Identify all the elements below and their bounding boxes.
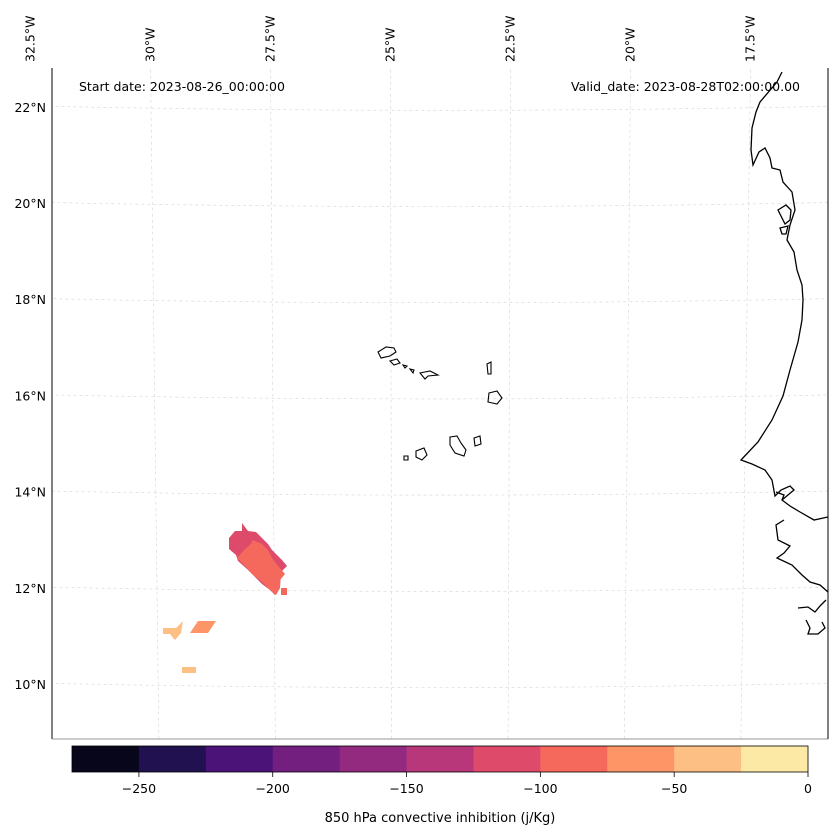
island-santa-luzia: [401, 364, 409, 369]
parallel-line: [52, 586, 828, 592]
meridian-line: [390, 68, 392, 739]
coastline-africa: [739, 71, 828, 635]
colorbar-segment: [339, 746, 408, 772]
colorbar-segment: [205, 746, 274, 772]
latitude-label: 14°N: [14, 485, 46, 500]
longitude-label: 20°W: [623, 27, 638, 62]
meridian-line: [150, 68, 160, 739]
meridian-line: [740, 68, 751, 739]
longitude-label: 32.5°W: [23, 16, 38, 62]
colorbar-segment: [540, 746, 608, 772]
latitude-label: 16°N: [14, 388, 46, 403]
colorbar-tick-label: −200: [256, 781, 290, 796]
latitude-label: 20°N: [14, 196, 46, 211]
island-maio: [473, 435, 482, 447]
longitude-labels: 32.5°W 30°W 27.5°W 25°W 22.5°W 20°W 17.5°W: [23, 16, 758, 62]
latitude-label: 18°N: [14, 292, 46, 307]
map-background: [52, 68, 828, 739]
colorbar-ticks: −250 −200 −150 −100 −50 0: [122, 772, 812, 796]
colorbar-tick-label: −100: [523, 781, 557, 796]
parallel-line: [52, 394, 828, 400]
latitude-labels: 22°N 20°N 18°N 16°N 14°N 12°N 10°N: [14, 100, 46, 692]
colorbar-tick-label: −250: [122, 781, 156, 796]
island-sao-nicolau-main: [418, 370, 440, 380]
colorbar-segment: [72, 746, 140, 772]
cin-patch-small-a: [281, 588, 287, 595]
island-sao-vicente: [388, 358, 401, 366]
cin-patch-minus50-to-minus25-b: [182, 667, 196, 673]
cin-patch-minus75-to-minus50: [190, 621, 216, 633]
parallel-line: [52, 490, 828, 496]
cape-verde-islands: [377, 346, 503, 461]
colorbar-segments: [72, 746, 809, 772]
colorbar-segment: [674, 746, 742, 772]
colorbar-tick-label: −50: [661, 781, 687, 796]
island-brava: [403, 455, 409, 461]
longitude-label: 25°W: [383, 27, 398, 62]
island-sal: [486, 361, 492, 375]
island-santo-antao: [377, 346, 397, 359]
meridian-line: [624, 68, 631, 739]
island-santiago: [449, 435, 467, 457]
colorbar-title: 850 hPa convective inhibition (j/Kg): [325, 811, 556, 826]
latitude-label: 10°N: [14, 677, 46, 692]
colorbar-tick-label: 0: [804, 781, 812, 796]
longitude-label: 30°W: [143, 27, 158, 62]
island-fogo: [415, 447, 428, 461]
meridian-line: [270, 68, 276, 739]
colorbar-tick-label: −150: [389, 781, 423, 796]
latitude-label: 12°N: [14, 581, 46, 596]
island-sao-nicolau: [408, 368, 415, 375]
cin-patch-minus100-to-minus75: [237, 540, 285, 595]
colorbar-segment: [272, 746, 341, 772]
colorbar-segment: [138, 746, 207, 772]
start-date-label: Start date: 2023-08-26_00:00:00: [79, 79, 285, 94]
longitude-label: 27.5°W: [263, 16, 278, 62]
colorbar-segment: [741, 746, 809, 772]
colorbar-segment: [406, 746, 474, 772]
colorbar-segment: [607, 746, 675, 772]
colorbar: −250 −200 −150 −100 −50 0 850 hPa convective …: [71, 745, 812, 826]
valid-date-label: Valid_date: 2023-08-28T02:00:00.00: [571, 79, 800, 94]
longitude-label: 22.5°W: [503, 16, 518, 62]
latitude-label: 22°N: [14, 100, 46, 115]
map-area: Start date: 2023-08-26_00:00:00 Valid_da…: [51, 68, 829, 740]
longitude-label: 17.5°W: [743, 16, 758, 62]
parallel-line: [52, 298, 828, 303]
island-boa-vista: [487, 390, 503, 405]
cin-patch-minus50-to-minus25-a: [163, 621, 183, 640]
meridian-line: [507, 68, 511, 739]
cin-contours: [163, 523, 287, 673]
colorbar-frame: [71, 745, 809, 773]
colorbar-segment: [473, 746, 541, 772]
